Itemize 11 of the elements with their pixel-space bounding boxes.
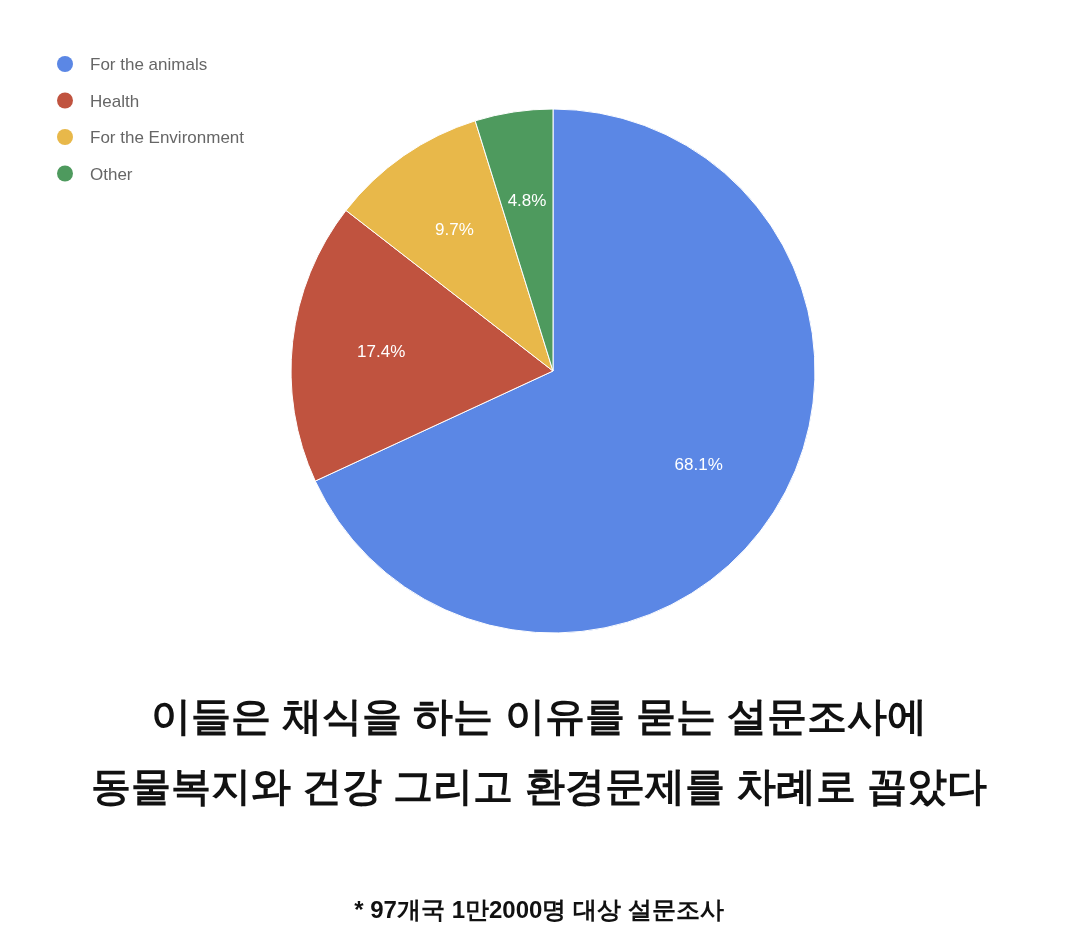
- data-label: 68.1%: [674, 455, 723, 475]
- text: 이들은 채식을 하는 이유를 묻는 설문조사에: [151, 694, 927, 738]
- legend-label: For the animals: [90, 55, 208, 74]
- data-label: 17.4%: [357, 342, 406, 362]
- legend-label: Other: [90, 164, 133, 184]
- data-label: 4.8%: [507, 191, 547, 211]
- legend-label: For the Environment: [90, 128, 245, 147]
- text: 동물복지와 건강 그리고 환경문제를 차례로 꼽았다: [91, 764, 987, 808]
- legend-label: Health: [90, 91, 140, 111]
- text: * 97개국 1만2000명 대상 설문조사: [354, 896, 724, 923]
- data-label: 9.7%: [435, 219, 474, 239]
